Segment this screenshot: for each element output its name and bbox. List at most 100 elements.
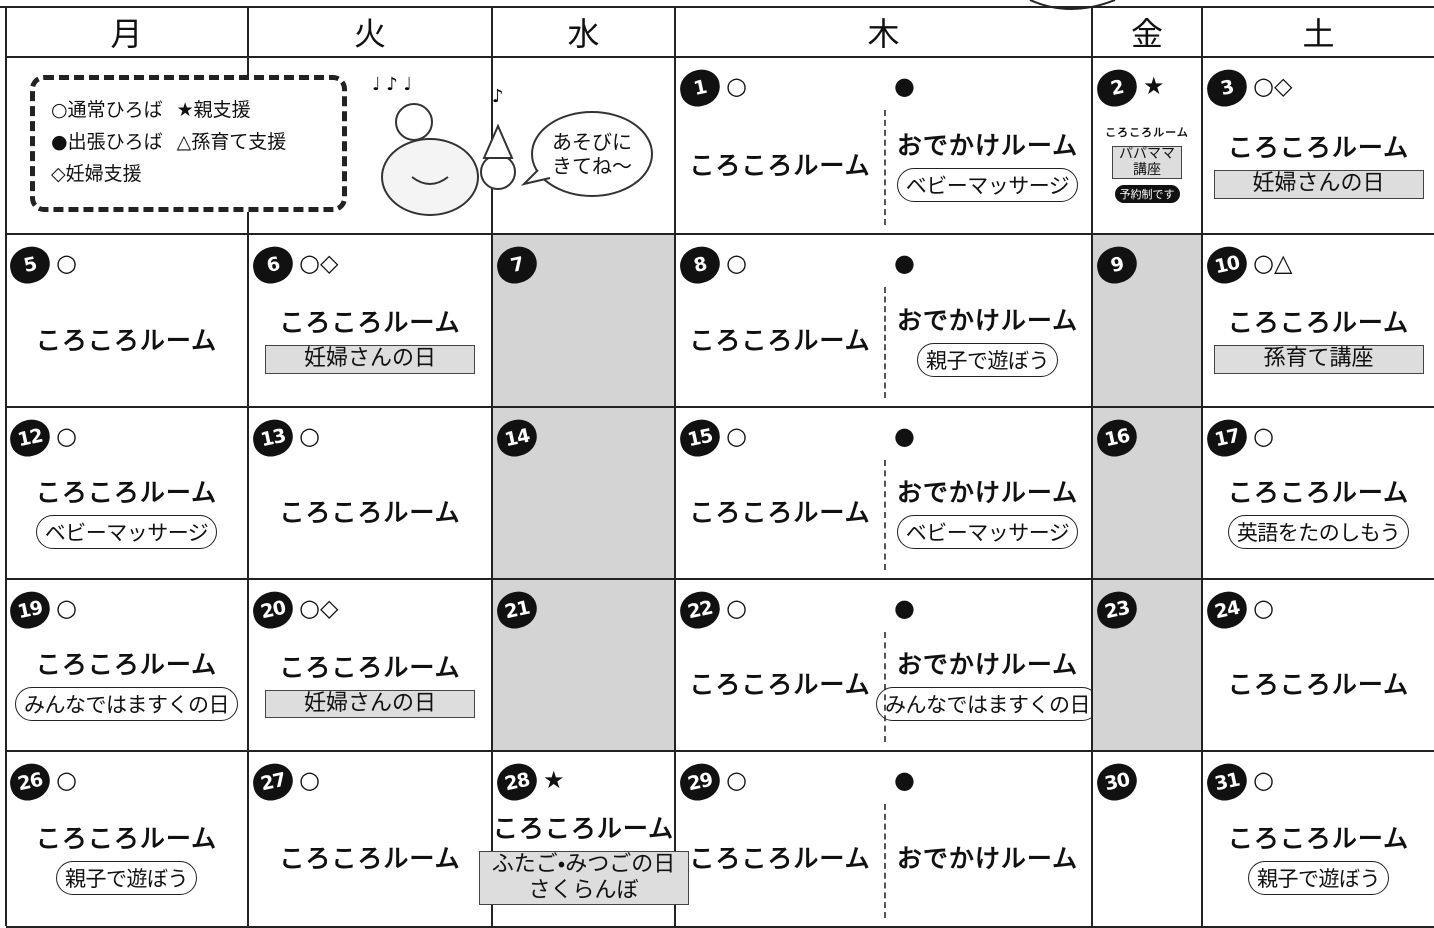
day-cell: 26 ○ ころころルーム 親子で遊ぼう	[6, 752, 249, 928]
cell-content: ころころルーム	[676, 448, 884, 574]
room-name: ころころルーム	[1227, 133, 1410, 163]
day-cell: 2 ★ ころころルーム パパママ 講座 予約制です	[1093, 58, 1203, 235]
cell-content: ころころルーム英語をたのしもう	[1203, 448, 1434, 574]
day-header: 月	[6, 7, 249, 58]
room-name: ころころルーム	[1227, 670, 1410, 699]
event: ベビーマッサージ	[896, 515, 1079, 549]
room-name: ころころルーム	[1105, 126, 1189, 140]
legend-item: ●出張ひろば	[51, 131, 163, 153]
event: 親子で遊ぼう	[917, 342, 1058, 377]
day-cell: 10 ○△ ころころルーム 孫育て講座	[1203, 235, 1434, 408]
day-header: 水	[493, 7, 676, 58]
event-line: 妊婦さんの日	[303, 690, 436, 716]
left-half: 1 ○ ころころルーム	[676, 58, 884, 233]
room-name: ころころルーム	[1227, 478, 1410, 507]
room-name: ころころルーム	[1227, 824, 1410, 853]
cell-content: ころころルーム 妊婦さんの日	[249, 275, 491, 402]
legend-row: ○通常ひろば ★親支援	[51, 94, 342, 126]
day-header: 火	[249, 7, 493, 58]
room-name: おでかけルーム	[896, 130, 1079, 160]
right-half: ● おでかけルーム 親子で遊ぼう	[884, 235, 1091, 406]
bubble-line: あそびに	[552, 130, 632, 154]
event: 親子で遊ぼう	[1248, 861, 1389, 895]
cell-content: ころころルーム	[249, 792, 491, 922]
cell-content: ころころルーム	[676, 275, 884, 402]
marks: ○	[56, 422, 77, 450]
legend: ○通常ひろば ★親支援 ●出張ひろば △孫育て支援 ◇妊婦支援	[30, 75, 347, 212]
divider	[884, 804, 886, 918]
day-cell: 8 ○ ころころルーム ● おでかけルーム 親子で遊ぼう	[676, 235, 1093, 408]
event-line: 親子で遊ぼう	[1257, 867, 1381, 891]
cell-content: ころころルーム 妊婦さんの日	[249, 620, 491, 746]
cell-content	[493, 275, 674, 402]
marks: ★	[1143, 72, 1165, 100]
room-name: ころころルーム	[279, 844, 461, 873]
marks: ○	[726, 594, 747, 622]
event-line: 妊婦さんの日	[1252, 171, 1385, 197]
event: 妊婦さんの日	[1213, 170, 1424, 199]
left-half: 22 ○ ころころルーム	[676, 580, 884, 750]
reservation-tag: 予約制です	[1114, 184, 1180, 203]
legend-item: ★親支援	[176, 99, 251, 121]
marks: ●	[894, 422, 915, 450]
cell-content: ころころルーム 親子で遊ぼう	[6, 792, 247, 922]
event-line: パパママ	[1119, 146, 1175, 163]
divider	[884, 460, 886, 570]
marks: ○	[726, 422, 747, 450]
left-half: 15 ○ ころころルーム	[676, 408, 884, 578]
day-cell: 17 ○ ころころルーム 英語をたのしもう	[1203, 408, 1434, 580]
day-cell: 6 ○◇ ころころルーム 妊婦さんの日	[249, 235, 493, 408]
event: 妊婦さんの日	[265, 345, 475, 374]
day-cell: 7	[493, 235, 676, 408]
marks: ●	[894, 249, 915, 277]
cell-content: ころころルーム みんなではますくの日	[6, 620, 247, 746]
right-half: ● おでかけルーム ベビーマッサージ	[884, 58, 1091, 233]
cell-content: ころころルームふたご・みつごの日 さくらんぼ	[478, 792, 689, 922]
cell-content: ころころルーム	[676, 792, 884, 922]
room-name: ころころルーム	[689, 325, 871, 355]
day-cell: 5 ○ ころころルーム	[6, 235, 249, 408]
room-name: おでかけルーム	[896, 650, 1079, 679]
day-cell: 28 ★ ころころルーム ふたご・みつごの日 さくらんぼ	[478, 752, 689, 928]
marks: ○△	[1253, 249, 1293, 277]
event: 英語をたのしもう	[1227, 515, 1410, 549]
room-name: おでかけルーム	[896, 844, 1079, 873]
marks: ○	[726, 249, 747, 277]
legend-row: ●出張ひろば △孫育て支援	[51, 126, 342, 158]
marks: ○◇	[1253, 72, 1293, 100]
event-line: みんなではますくの日	[24, 693, 230, 717]
speech-bubble: あそびに きてね～	[532, 130, 652, 178]
event-line: 親子で遊ぼう	[65, 867, 189, 891]
day-cell: 15 ○ ころころルーム ● おでかけルームベビーマッサージ	[676, 408, 1093, 580]
cell-content: おでかけルーム親子で遊ぼう	[884, 275, 1091, 402]
room-name: おでかけルーム	[896, 478, 1079, 507]
room-name: ころころルーム	[492, 813, 675, 843]
svg-text:♩ ♪ ♩: ♩ ♪ ♩	[372, 74, 412, 95]
marks: ●	[894, 72, 915, 100]
event-line: ベビーマッサージ	[44, 521, 209, 545]
event-line: 妊婦さんの日	[303, 346, 436, 372]
divider	[884, 110, 886, 225]
marks: ○◇	[299, 594, 339, 622]
cell-content: ころころルーム	[249, 448, 491, 574]
event: みんなではますくの日	[15, 687, 238, 721]
marks: ○	[299, 422, 320, 450]
room-name: ころころルーム	[689, 844, 871, 873]
cell-content: おでかけルーム	[884, 792, 1091, 922]
bubble-line: きてね～	[552, 154, 632, 178]
legend-item: △孫育て支援	[176, 131, 287, 153]
cell-content: ころころルーム パパママ 講座 予約制です	[1093, 98, 1201, 229]
marks: ○	[1253, 594, 1274, 622]
marks: ○	[56, 766, 77, 794]
day-header: 木	[676, 7, 1093, 58]
room-name: ころころルーム	[35, 478, 218, 507]
cell-content: ころころルーム	[676, 620, 884, 746]
room-name: ころころルーム	[689, 150, 871, 180]
room-name: おでかけルーム	[896, 305, 1079, 335]
event: ふたご・みつごの日 さくらんぼ	[478, 850, 689, 906]
marks: ○◇	[299, 249, 339, 277]
day-cell: 12 ○ ころころルーム ベビーマッサージ	[6, 408, 249, 580]
day-cell: 20 ○◇ ころころルーム 妊婦さんの日	[249, 580, 493, 752]
room-name: ころころルーム	[1227, 308, 1410, 338]
